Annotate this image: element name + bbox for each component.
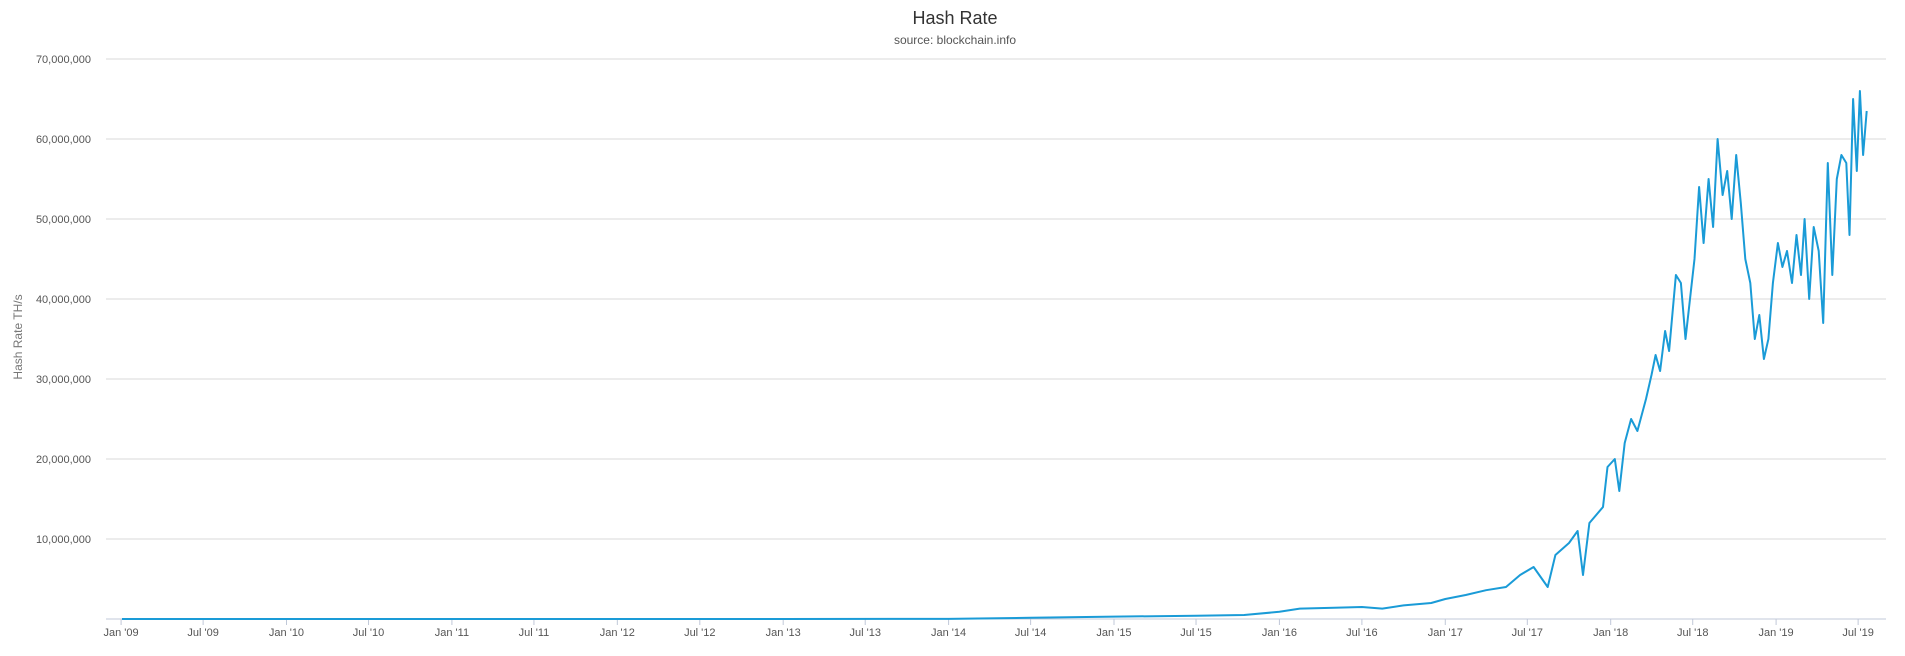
x-tick-label: Jan '15 — [1096, 627, 1131, 639]
y-tick-label: 30,000,000 — [36, 374, 91, 386]
y-tick-label: 40,000,000 — [36, 294, 91, 306]
series-layer — [122, 90, 1868, 620]
x-tick-label: Jul '14 — [1015, 627, 1046, 639]
x-tick-label: Jan '17 — [1428, 627, 1463, 639]
chart-subtitle: source: blockchain.info — [894, 33, 1016, 47]
chart-title: Hash Rate — [912, 8, 997, 28]
x-tick-label: Jan '12 — [600, 627, 635, 639]
x-tick-label: Jan '13 — [766, 627, 801, 639]
x-tick-label: Jul '12 — [684, 627, 715, 639]
gridlines — [106, 58, 1886, 540]
x-tick-label: Jan '16 — [1262, 627, 1297, 639]
x-tick-label: Jul '17 — [1512, 627, 1543, 639]
x-tick-label: Jan '11 — [435, 627, 469, 639]
y-tick-label: 50,000,000 — [36, 214, 91, 226]
series-line — [122, 90, 1868, 620]
y-tick-label: 20,000,000 — [36, 454, 91, 466]
y-axis-label: Hash Rate TH/s — [11, 294, 25, 379]
x-tick-label: Jan '18 — [1593, 627, 1628, 639]
y-tick-label: 10,000,000 — [36, 534, 91, 546]
x-tick-label: Jan '09 — [104, 627, 139, 639]
x-tick-label: Jan '14 — [931, 627, 966, 639]
x-tick-label: Jul '09 — [187, 627, 218, 639]
x-tick-label: Jul '13 — [849, 627, 880, 639]
x-tick-label: Jul '18 — [1677, 627, 1708, 639]
y-tick-label: 70,000,000 — [36, 54, 91, 66]
x-tick-label: Jan '19 — [1759, 627, 1794, 639]
x-tick-label: Jul '10 — [353, 627, 384, 639]
y-tick-label: 60,000,000 — [36, 134, 91, 146]
x-tick-label: Jul '19 — [1842, 627, 1873, 639]
y-axis: 10,000,000 20,000,000 30,000,000 40,000,000… — [36, 54, 91, 546]
x-tick-label: Jan '10 — [269, 627, 304, 639]
x-tick-label: Jul '16 — [1346, 627, 1377, 639]
x-tick-label: Jul '11 — [519, 627, 550, 639]
x-tick-label: Jul '15 — [1180, 627, 1211, 639]
x-axis: Jan '09 Jul '09 Jan '10 Jul '10 Jan '11 Jul '… — [104, 618, 1886, 639]
